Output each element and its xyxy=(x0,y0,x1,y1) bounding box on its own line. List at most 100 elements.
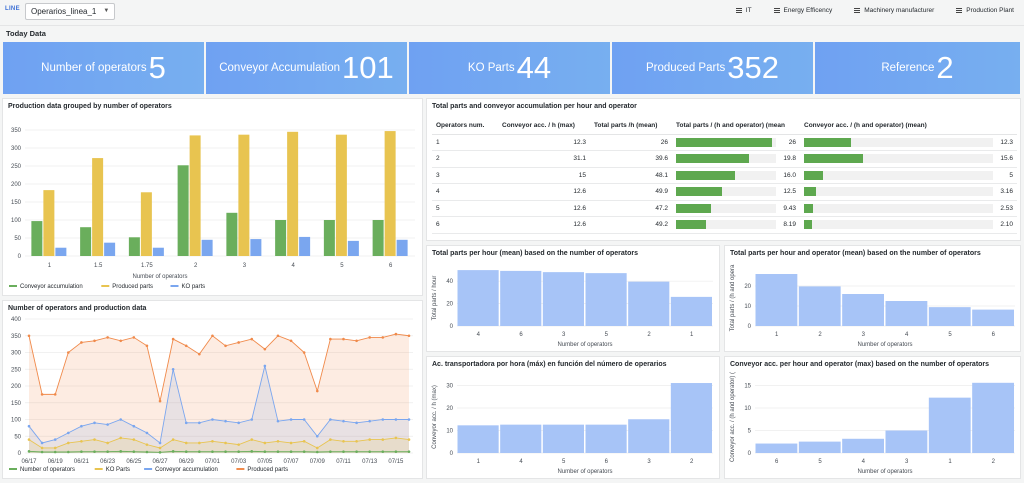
y-axis-label: Conveyor acc. / (h and operator) ( xyxy=(730,372,736,462)
series-line xyxy=(28,333,410,402)
series-point xyxy=(171,367,175,371)
series-point xyxy=(93,450,96,453)
panel-hist-total-parts[interactable]: Total parts per hour (mean) based on the… xyxy=(426,245,720,352)
series-point xyxy=(80,341,83,344)
x-tick-label: 1.5 xyxy=(94,263,103,269)
series-point xyxy=(198,421,201,425)
link-machinery-manufacturer[interactable]: Machinery manufacturer xyxy=(854,7,934,14)
y-tick-label: 10 xyxy=(744,406,751,412)
stat-conveyor-accumulation: Conveyor Accumulation 101 xyxy=(206,42,407,94)
series-point xyxy=(250,337,254,341)
series-area xyxy=(29,365,409,453)
col-header[interactable]: Operators num. xyxy=(432,118,498,135)
series-point xyxy=(67,450,70,454)
panel-parts-table[interactable]: Total parts and conveyor accumulation pe… xyxy=(426,98,1021,241)
link-production-plant[interactable]: Production Plant xyxy=(956,7,1014,14)
bar-produced-parts xyxy=(43,190,55,256)
x-tick-label: 1 xyxy=(48,263,52,269)
series-point xyxy=(368,438,371,441)
series-point xyxy=(342,439,345,443)
x-tick-label: 1.75 xyxy=(141,263,153,269)
list-icon xyxy=(773,8,780,13)
link-energy-efficency[interactable]: Energy Efficency xyxy=(773,7,832,14)
row-today-data[interactable]: Today Data xyxy=(0,25,1024,41)
x-tick-label: 1 xyxy=(948,459,952,465)
col-header[interactable]: Total parts /h (mean) xyxy=(590,118,672,135)
panel-hist-conveyor-per-operator[interactable]: Conveyor acc. per hour and operator (max… xyxy=(724,356,1021,479)
series-point xyxy=(184,441,188,445)
histogram-bar xyxy=(798,441,841,453)
x-tick-label: 07/07 xyxy=(284,459,300,465)
gauge-fill xyxy=(676,187,722,197)
y-tick-label: 50 xyxy=(14,434,21,440)
col-header[interactable]: Conveyor acc. / (h and operator) (mean) xyxy=(800,118,1017,135)
series-point xyxy=(145,344,149,348)
series-point xyxy=(145,431,149,435)
gauge-fill xyxy=(804,137,852,147)
stat-value: 352 xyxy=(727,50,779,85)
x-tick-label: 07/15 xyxy=(388,459,404,465)
histogram-bar xyxy=(885,301,928,326)
x-tick-label: 07/03 xyxy=(231,459,247,465)
y-tick-label: 10 xyxy=(744,304,751,310)
panel-title: Ac. transportadora por hora (máx) en fun… xyxy=(432,361,667,368)
series-point xyxy=(355,439,358,443)
cell-total-parts: 48.1 xyxy=(590,167,672,184)
col-header[interactable]: Conveyor acc. / h (max) xyxy=(498,118,590,135)
gauge-fill xyxy=(676,170,735,180)
link-machinery-label: Machinery manufacturer xyxy=(864,7,935,14)
x-tick-label: 06/25 xyxy=(126,459,142,465)
grouped-bar-chart: 0 50 100 150 200 250 300 350 1 1.5 1.75 2 3 4 5 6 Number… xyxy=(9,128,415,290)
panel-hist-parts-per-operator[interactable]: Total parts per hour and operator (mean)… xyxy=(724,245,1021,352)
panel-timeseries[interactable]: Number of operators and production data … xyxy=(2,300,423,479)
series-point xyxy=(40,450,44,454)
series-point xyxy=(106,336,109,339)
series-point xyxy=(158,446,162,450)
operators-line-select[interactable]: Operarios_linea_1 ▼ xyxy=(25,3,116,20)
bar-ko-parts xyxy=(299,236,311,256)
series-point xyxy=(106,423,109,426)
bar-produced-parts xyxy=(335,134,347,256)
dashboard-topbar: LINE Operarios_linea_1 ▼ IT Energy Effic… xyxy=(0,0,1024,24)
gauge-fill xyxy=(804,187,816,197)
y-tick-label: 100 xyxy=(11,418,22,424)
series-point xyxy=(198,352,201,356)
series-point xyxy=(93,438,96,441)
cell-total-parts: 49.2 xyxy=(590,216,672,234)
series-point xyxy=(407,418,411,421)
cell-total-parts: 26 xyxy=(590,134,672,151)
stat-reference: Reference 2 xyxy=(815,42,1020,94)
list-icon xyxy=(735,8,742,13)
series-point xyxy=(302,439,306,443)
chevron-down-icon: ▼ xyxy=(103,8,110,14)
x-tick-label: 2 xyxy=(818,332,822,338)
series-point xyxy=(407,438,411,441)
stat-value: 2 xyxy=(936,50,954,85)
histogram-bar xyxy=(670,296,712,326)
bar-conveyor-accumulation xyxy=(275,220,287,256)
series-point xyxy=(329,450,332,453)
gauge-fill xyxy=(676,137,772,147)
x-tick-label: 2 xyxy=(647,332,651,338)
gauge-value: 3.16 xyxy=(1000,188,1013,196)
gauge-track xyxy=(804,187,993,197)
series-point xyxy=(145,443,149,446)
x-tick-label: 4 xyxy=(519,459,523,465)
y-axis-label: Total parts / hour xyxy=(432,276,438,321)
x-tick-label: 6 xyxy=(519,332,523,338)
legend-swatch xyxy=(170,285,179,287)
col-header[interactable]: Total parts / (h and operator) (mean xyxy=(672,118,800,135)
panel-hist-conveyor[interactable]: Ac. transportadora por hora (máx) en fun… xyxy=(426,356,720,479)
x-tick-label: 06/27 xyxy=(153,459,169,465)
series-point xyxy=(80,439,83,443)
gauge-fill xyxy=(676,154,749,164)
series-point xyxy=(158,451,162,454)
series-point xyxy=(342,419,345,423)
x-tick-label: 07/09 xyxy=(310,459,326,465)
histogram-bar xyxy=(928,307,971,326)
series-point xyxy=(276,334,280,338)
cell-parts-per-operator: 26 xyxy=(672,134,800,151)
link-it[interactable]: IT xyxy=(735,7,752,14)
panel-grouped-production[interactable]: Production data grouped by number of ope… xyxy=(2,98,423,296)
gauge-value: 12.3 xyxy=(1000,138,1013,146)
